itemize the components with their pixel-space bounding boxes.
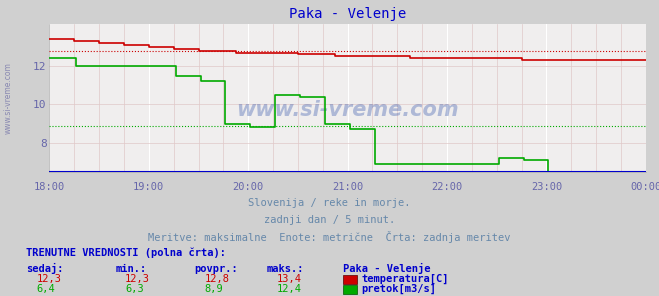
Text: 6,4: 6,4 <box>36 284 55 294</box>
Text: min.:: min.: <box>115 264 146 274</box>
Text: 12,3: 12,3 <box>36 274 61 284</box>
Text: Paka - Velenje: Paka - Velenje <box>343 263 430 274</box>
Text: 8,9: 8,9 <box>204 284 223 294</box>
Text: temperatura[C]: temperatura[C] <box>361 274 449 284</box>
Text: 13,4: 13,4 <box>277 274 302 284</box>
Text: 6,3: 6,3 <box>125 284 144 294</box>
Text: 20:00: 20:00 <box>233 182 264 192</box>
Text: sedaj:: sedaj: <box>26 263 64 274</box>
Text: 12,3: 12,3 <box>125 274 150 284</box>
Text: 21:00: 21:00 <box>332 182 363 192</box>
Title: Paka - Velenje: Paka - Velenje <box>289 7 406 21</box>
Text: zadnji dan / 5 minut.: zadnji dan / 5 minut. <box>264 215 395 226</box>
Text: 22:00: 22:00 <box>432 182 463 192</box>
Text: 19:00: 19:00 <box>133 182 165 192</box>
Text: Slovenija / reke in morje.: Slovenija / reke in morje. <box>248 198 411 208</box>
Text: 18:00: 18:00 <box>34 182 65 192</box>
Text: povpr.:: povpr.: <box>194 264 238 274</box>
Text: 23:00: 23:00 <box>530 182 562 192</box>
Text: 12,4: 12,4 <box>277 284 302 294</box>
Text: maks.:: maks.: <box>267 264 304 274</box>
Text: Meritve: maksimalne  Enote: metrične  Črta: zadnja meritev: Meritve: maksimalne Enote: metrične Črta… <box>148 231 511 243</box>
Text: 12,8: 12,8 <box>204 274 229 284</box>
Text: www.si-vreme.com: www.si-vreme.com <box>3 62 13 133</box>
Text: www.si-vreme.com: www.si-vreme.com <box>237 99 459 120</box>
Text: pretok[m3/s]: pretok[m3/s] <box>361 284 436 294</box>
Text: 00:00: 00:00 <box>630 182 659 192</box>
Text: TRENUTNE VREDNOSTI (polna črta):: TRENUTNE VREDNOSTI (polna črta): <box>26 247 226 258</box>
